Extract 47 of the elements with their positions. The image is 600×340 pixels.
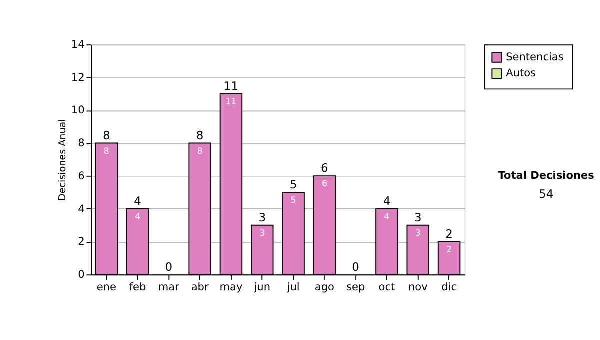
y-tick-label: 2 [78, 236, 85, 248]
x-tick-label: ene [96, 281, 116, 294]
y-tick-label: 8 [78, 138, 85, 150]
total-label: 0 [165, 260, 173, 274]
total-label: 4 [383, 194, 391, 208]
x-tick-label: jul [286, 281, 300, 294]
total-label: 3 [414, 210, 422, 225]
x-tick-label: jun [253, 281, 271, 294]
legend-label: Autos [506, 68, 536, 80]
total-label: 5 [290, 178, 298, 192]
data-label: 4 [135, 212, 141, 222]
data-label: 8 [104, 146, 110, 157]
y-tick-label: 4 [78, 203, 86, 216]
x-tick-label: sep [346, 281, 366, 294]
total-label: 11 [224, 79, 239, 94]
legend-label: Sentencias [506, 51, 564, 64]
data-label: 3 [415, 228, 421, 239]
data-label: 2 [446, 245, 452, 256]
x-tick-label: may [220, 281, 243, 294]
total-label: 3 [258, 210, 266, 225]
y-axis-title: Decisiones Anual [58, 119, 69, 202]
x-tick-label: oct [378, 281, 396, 294]
data-label: 8 [197, 146, 203, 157]
total-label: 2 [446, 226, 453, 241]
x-tick-label: feb [129, 281, 147, 294]
text: 54 [539, 186, 554, 201]
total-label: 8 [196, 128, 204, 142]
x-tick-label: mar [158, 281, 180, 294]
data-label: 6 [322, 180, 328, 190]
data-label: 4 [384, 212, 390, 222]
y-tick-label: 14 [71, 38, 86, 51]
total-label: 4 [134, 194, 142, 208]
data-label: 5 [290, 196, 296, 206]
y-tick-label: 0 [78, 269, 85, 282]
y-tick-label: 12 [71, 72, 85, 84]
data-label: 3 [260, 228, 266, 239]
total-label: 6 [321, 161, 328, 176]
total-label: 8 [102, 128, 110, 142]
x-tick-label: ago [314, 281, 334, 294]
total-label: 0 [352, 260, 360, 274]
x-tick-label: nov [408, 281, 428, 294]
x-tick-label: abr [191, 281, 210, 294]
y-tick-label: 6 [78, 170, 86, 182]
x-tick-label: dic [442, 281, 458, 294]
text: Total Decisiones [498, 170, 594, 182]
y-tick-label: 10 [71, 104, 85, 117]
data-label: 11 [226, 97, 237, 108]
